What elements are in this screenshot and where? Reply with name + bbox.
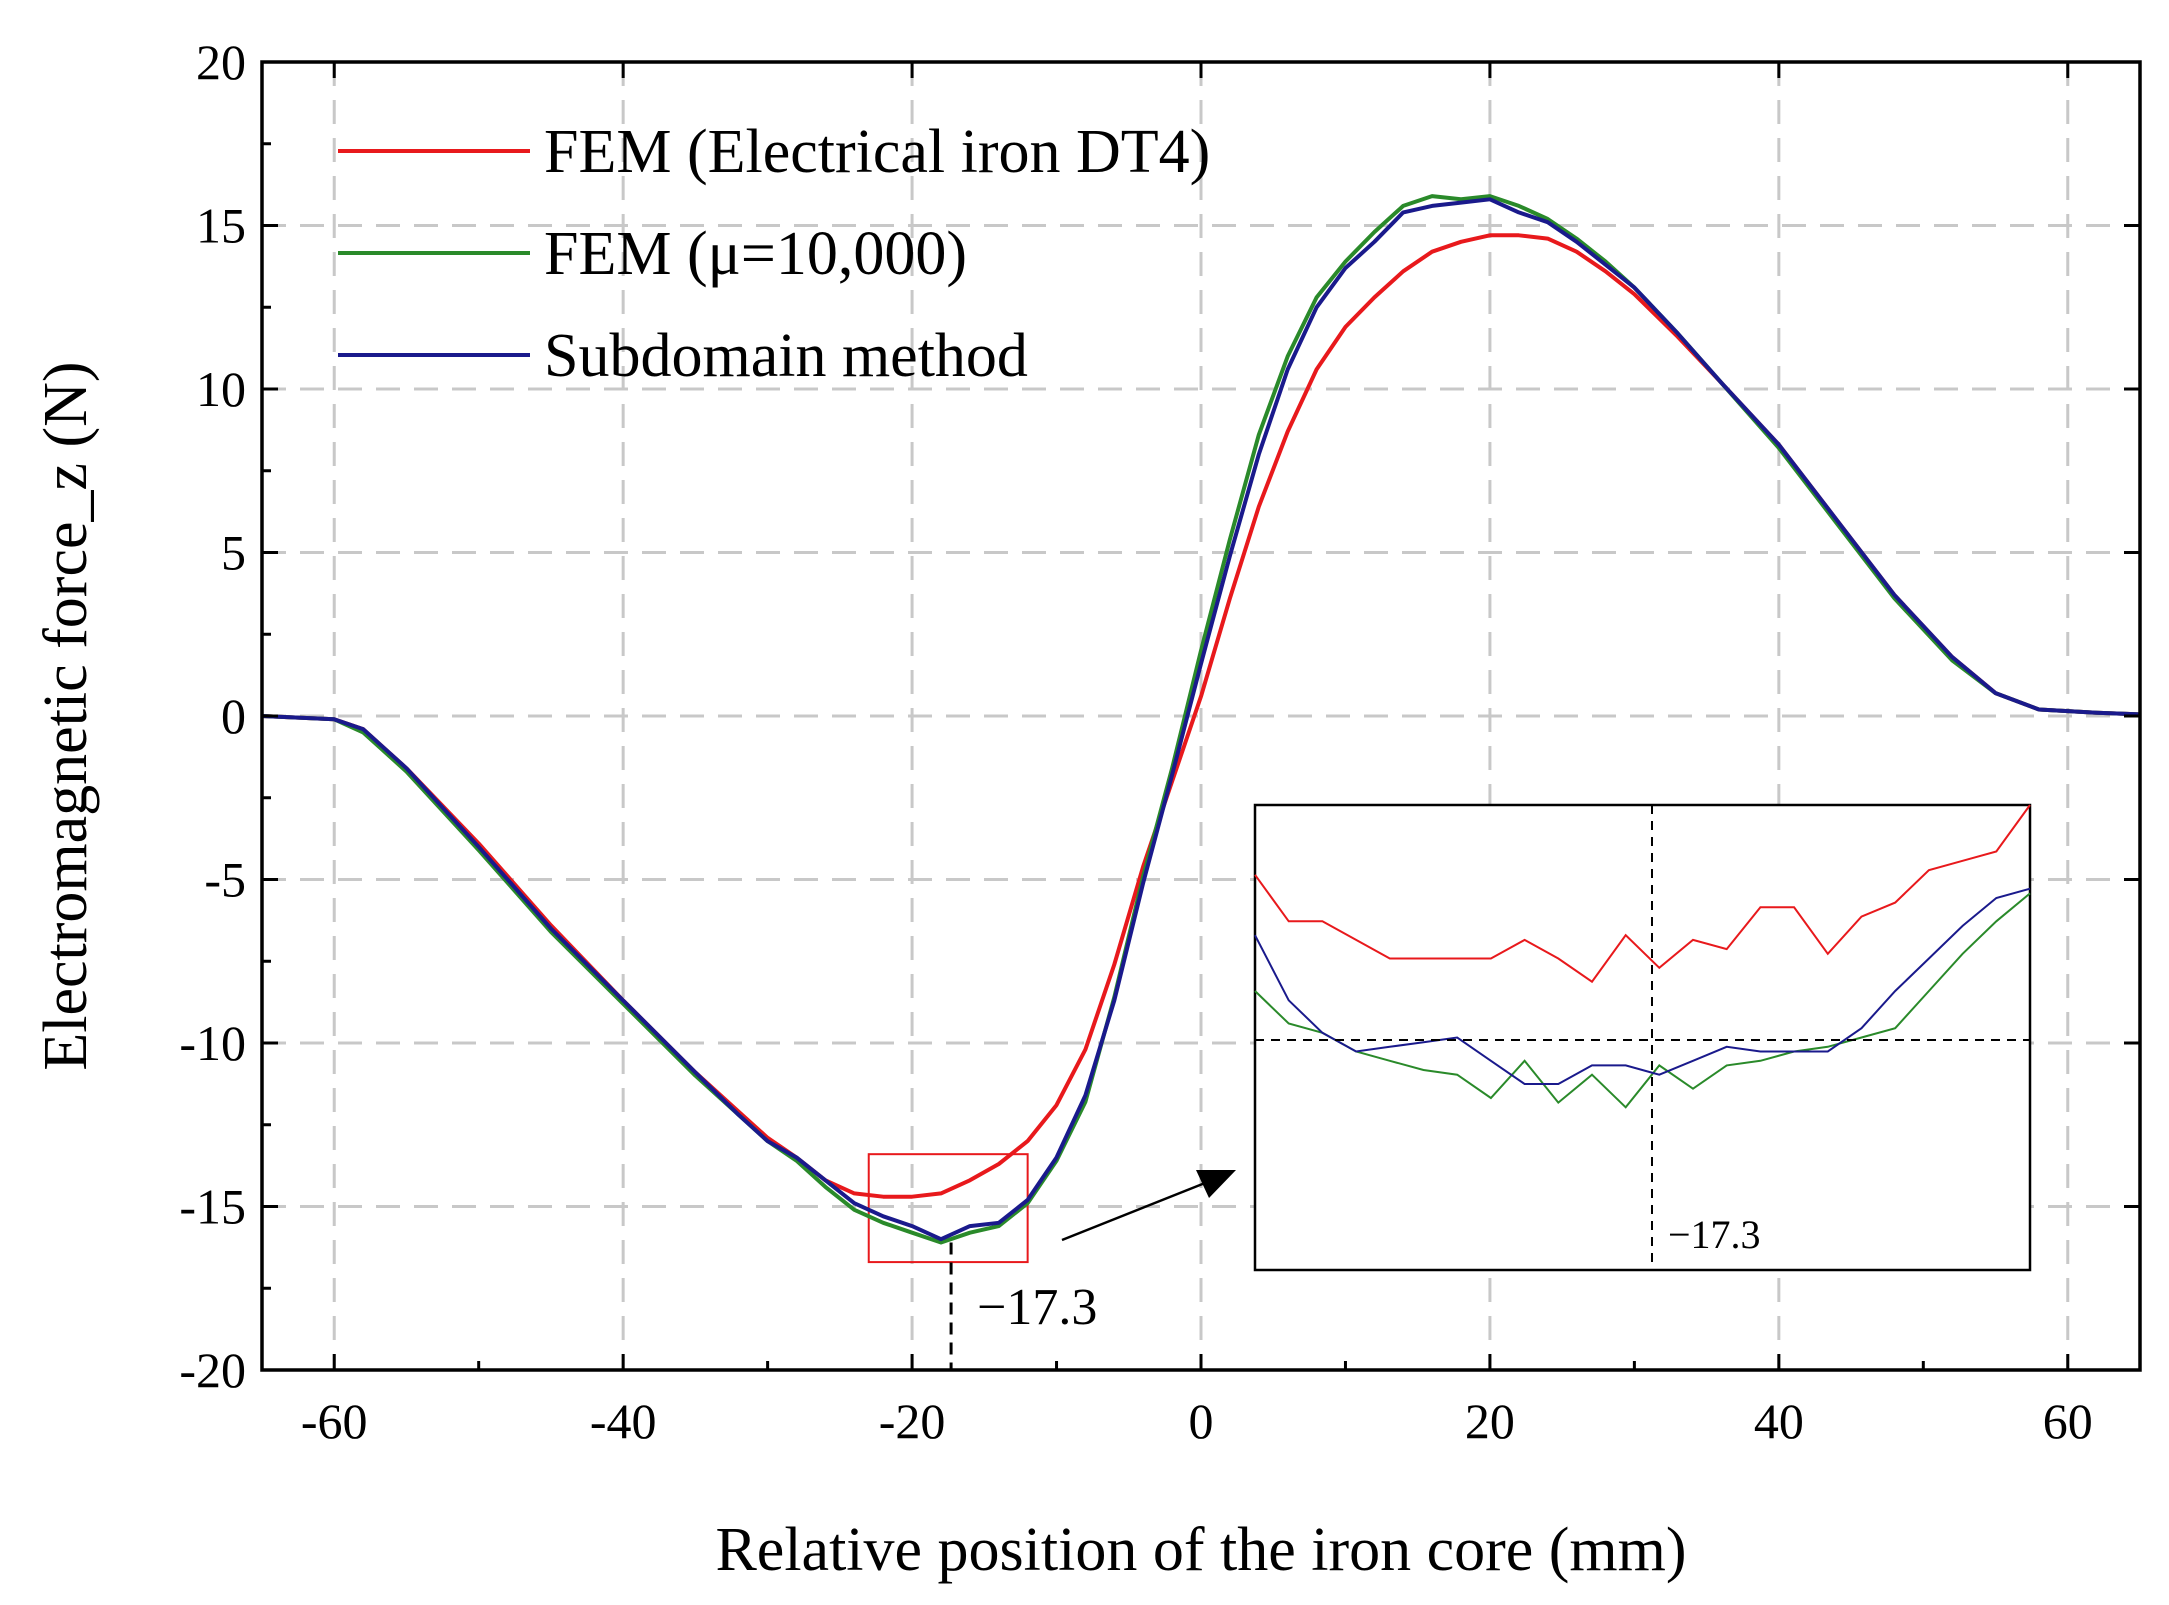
y-tick-label-15: 15 [196,198,246,254]
zoom-arrow-line [1061,1181,1206,1242]
minimum-marker: −17.3 [949,1242,1097,1370]
inset-annotation: −17.3 [1668,1212,1761,1257]
inset-series-line-0 [1254,804,2031,984]
zoom-source-box [867,1153,1029,1264]
y-tick-label-10: 10 [196,361,246,417]
axis-ticks: -60 -40 -20 0 20 40 60 20 15 10 5 0 -5 -10 -15 -20 [179,34,2140,1449]
inset-zoom-panel: −17.3 [1253,803,2032,1272]
y-tick-label--15: -15 [179,1179,246,1235]
y-tick-label--10: -10 [179,1015,246,1071]
x-tick-label-20: 20 [1465,1393,1515,1449]
inset-frame [1253,803,2032,1272]
legend-label-subdomain: Subdomain method [544,322,1028,390]
legend-label-dt4: FEM (Electrical iron DT4) [544,118,1210,186]
inset-series-line-2 [1254,887,2031,1085]
legend: FEM (Electrical iron DT4) FEM (μ=10,000)… [338,118,1210,390]
x-tick-label--60: -60 [301,1393,368,1449]
y-tick-label-5: 5 [221,525,246,581]
x-axis-title: Relative position of the iron core (mm) [715,1516,1686,1584]
x-tick-label--20: -20 [879,1393,946,1449]
zoom-arrow [1061,1170,1236,1242]
inset-series [1254,804,2031,1109]
y-tick-label-0: 0 [221,688,246,744]
minimum-marker-label: −17.3 [977,1279,1097,1336]
y-tick-label--20: -20 [179,1342,246,1398]
y-axis-title: Electromagnetic force_z (N) [32,361,100,1070]
legend-label-mu: FEM (μ=10,000) [544,220,967,288]
x-tick-label--40: -40 [590,1393,657,1449]
zoom-region [867,1153,1029,1264]
inset-series-line-1 [1254,892,2031,1109]
series-line-2 [261,197,2141,1242]
x-tick-label-60: 60 [2043,1393,2093,1449]
x-tick-label-40: 40 [1754,1393,1804,1449]
series-lines [261,194,2141,1245]
x-tick-label-0: 0 [1189,1393,1214,1449]
zoom-arrow-head [1196,1170,1236,1198]
y-tick-label-20: 20 [196,34,246,90]
y-tick-label--5: -5 [204,852,246,908]
